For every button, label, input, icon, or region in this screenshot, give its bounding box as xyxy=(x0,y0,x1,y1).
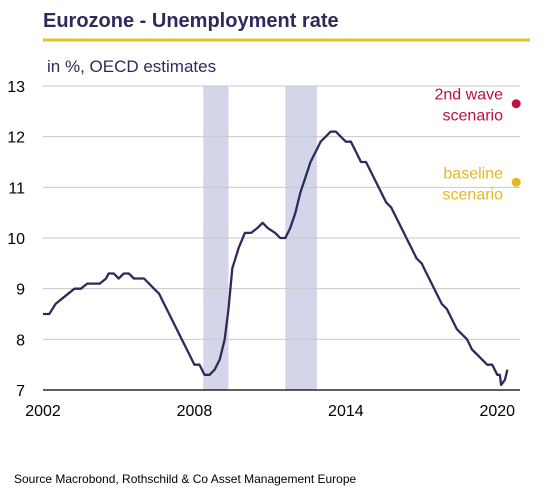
source-note: Source Macrobond, Rothschild & Co Asset … xyxy=(14,472,357,486)
scenario-dot-1 xyxy=(511,99,521,109)
chart-title: Eurozone - Unemployment rate xyxy=(43,10,339,32)
x-tick-label: 2002 xyxy=(25,403,61,420)
y-tick-label: 13 xyxy=(7,79,25,96)
y-tick-label: 10 xyxy=(7,231,25,248)
y-tick-label: 8 xyxy=(16,332,25,349)
x-tick-label: 2008 xyxy=(177,403,213,420)
series-line-1 xyxy=(43,130,509,387)
y-tick-label: 11 xyxy=(8,180,25,197)
y-tick-label: 9 xyxy=(16,282,25,299)
y-tick-labels: 7 8 9 10 11 12 13 xyxy=(7,79,25,400)
x-tick-labels: 2002 2008 2014 2020 xyxy=(25,403,515,420)
scenario-dot-2 xyxy=(511,177,521,187)
scenario-label-2: baseline scenario xyxy=(443,165,504,203)
chart-subtitle: in %, OECD estimates xyxy=(47,57,216,76)
y-tick-label: 7 xyxy=(16,383,25,400)
y-tick-label: 12 xyxy=(7,130,25,147)
x-tick-label: 2020 xyxy=(479,403,515,420)
gridlines xyxy=(43,85,520,391)
series-group xyxy=(43,130,509,387)
scenario-annotations: 2nd wave scenario baseline scenario xyxy=(435,87,521,203)
scenario-label-1: 2nd wave scenario xyxy=(435,87,504,125)
x-tick-label: 2014 xyxy=(328,403,364,420)
